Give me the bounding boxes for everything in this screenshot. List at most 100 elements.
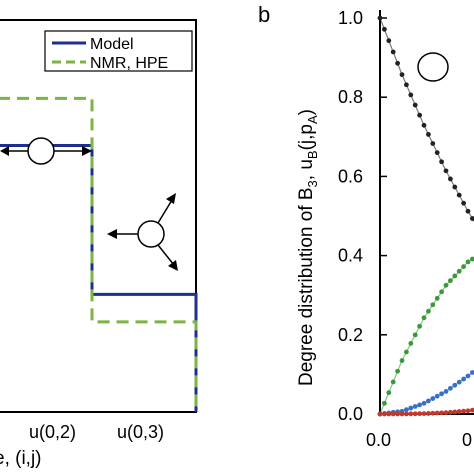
panel-b-point <box>452 382 458 388</box>
panel-b-point <box>470 370 474 375</box>
panel-b-ylabel: Degree distribution of B3, uB(j,pA) <box>296 109 320 386</box>
panel-b-xtick-1: 0 <box>462 430 472 450</box>
panel-b-point <box>386 390 392 396</box>
panel-b-point <box>382 26 387 32</box>
panel-b-letter: b <box>258 2 270 27</box>
panel-b-ylabel-sub: 3 <box>305 180 320 187</box>
panel-a-series-group <box>0 96 198 412</box>
panel-b-point <box>399 72 405 78</box>
panel-b-point <box>465 373 471 379</box>
panel-b-ylabel-tail: , u <box>296 159 317 180</box>
panel-b-point <box>382 411 387 417</box>
panel-a-plot-frame <box>0 19 197 413</box>
panel-b-point <box>443 389 449 394</box>
panel-b-point <box>452 273 458 279</box>
panel-b-point <box>470 407 474 413</box>
panel-b-point <box>390 411 396 417</box>
panel-b-point <box>439 410 444 416</box>
panel-b-point <box>412 102 418 108</box>
panel-b-ytick-label: 0.4 <box>338 246 363 266</box>
panel-b-ylabel-arg: (j,p <box>296 124 317 150</box>
panel-b-point <box>443 168 449 174</box>
panel-b-point <box>439 289 444 295</box>
panel-b-point <box>408 405 414 411</box>
panel-b-point <box>456 409 462 414</box>
legend-label-model: Model <box>90 36 134 53</box>
panel-b-yticks: 0.0 0.2 0.4 0.6 0.8 1.0 <box>338 8 387 424</box>
panel-b-point <box>386 411 392 417</box>
panel-b-point <box>412 411 418 417</box>
panel-b-point <box>395 368 400 374</box>
panel-b-point <box>456 379 462 385</box>
panel-b-point <box>430 141 436 146</box>
panel-b-point <box>399 358 405 363</box>
panel-b-ylabel-main: Degree distribution of B <box>296 187 317 386</box>
panel-b-point <box>404 349 409 355</box>
panel-b-point <box>417 402 422 408</box>
panel-b-point <box>461 264 466 270</box>
panel-b-ytick-label: 0.8 <box>338 87 363 107</box>
three-arm-molecule-icon <box>107 193 178 271</box>
panel-b-point <box>377 411 383 417</box>
panel-b-point <box>408 411 414 417</box>
panel-b-point <box>439 391 444 397</box>
panel-a-xtick-u02: u(0,2) <box>29 422 76 442</box>
panel-b-point <box>470 256 474 262</box>
panel-b-point <box>386 38 392 44</box>
panel-b-point <box>421 315 427 321</box>
panel-b-point <box>390 49 396 55</box>
panel-b-point <box>421 400 427 406</box>
panel-b-point <box>456 192 462 198</box>
legend-box <box>44 30 193 72</box>
panel-b-point <box>465 259 471 265</box>
panel-b-point <box>417 112 422 118</box>
panel-b-point <box>434 393 440 399</box>
panel-a-series-model <box>0 143 198 412</box>
panel-b-ytick-label: 0.0 <box>338 404 363 424</box>
single-node-icon <box>417 52 449 82</box>
two-arm-molecule-icon <box>0 137 92 165</box>
panel-b-point <box>448 385 453 391</box>
panel-b-point <box>461 200 466 206</box>
panel-b-point <box>417 323 422 329</box>
panel-b-point <box>456 268 462 274</box>
panel-b: b 0.0 0.2 0.4 0.6 0.8 1.0 0.0 0 Degree distri… <box>258 2 474 450</box>
panel-b-xtick-0: 0.0 <box>366 430 391 450</box>
panel-b-point <box>439 159 444 165</box>
legend-label-nmr: NMR, HPE <box>90 55 168 72</box>
panel-b-point <box>417 411 422 417</box>
panel-b-ylabel-sub3: A <box>305 115 320 124</box>
panel-b-point <box>412 404 418 409</box>
panel-b-point <box>434 410 440 416</box>
panel-b-point <box>426 398 431 404</box>
panel-b-point <box>443 282 449 288</box>
panel-b-point <box>408 341 414 346</box>
panel-b-ylabel-close: ) <box>296 109 317 115</box>
panel-b-point <box>430 396 436 401</box>
panel-b-point <box>452 409 458 415</box>
panel-b-curve-1 <box>379 257 474 415</box>
panel-b-series-group <box>377 15 474 417</box>
panel-b-point <box>426 132 431 137</box>
panel-a: Model NMR, HPE u(0,2) u(0,3) e, (i,j) <box>0 19 198 469</box>
panel-b-point <box>395 411 400 417</box>
panel-b-point <box>452 184 458 190</box>
panel-b-point <box>377 15 383 21</box>
panel-b-point <box>412 332 418 338</box>
panel-a-xtick-u03: u(0,3) <box>117 422 164 442</box>
panel-b-point <box>404 82 409 88</box>
panel-b-point <box>390 379 396 385</box>
panel-b-ytick-label: 1.0 <box>338 8 363 28</box>
panel-b-ytick-label: 0.2 <box>338 325 363 345</box>
panel-b-point <box>399 411 405 417</box>
panel-b-curve-2 <box>379 370 474 415</box>
panel-b-point <box>461 376 466 382</box>
panel-b-point <box>465 408 471 414</box>
panel-b-point <box>430 302 436 308</box>
panel-b-point <box>448 409 453 415</box>
panel-b-point <box>426 411 431 416</box>
panel-b-point <box>465 208 471 214</box>
panel-b-point <box>434 295 440 301</box>
panel-b-point <box>395 60 400 66</box>
panel-b-point <box>408 92 414 98</box>
